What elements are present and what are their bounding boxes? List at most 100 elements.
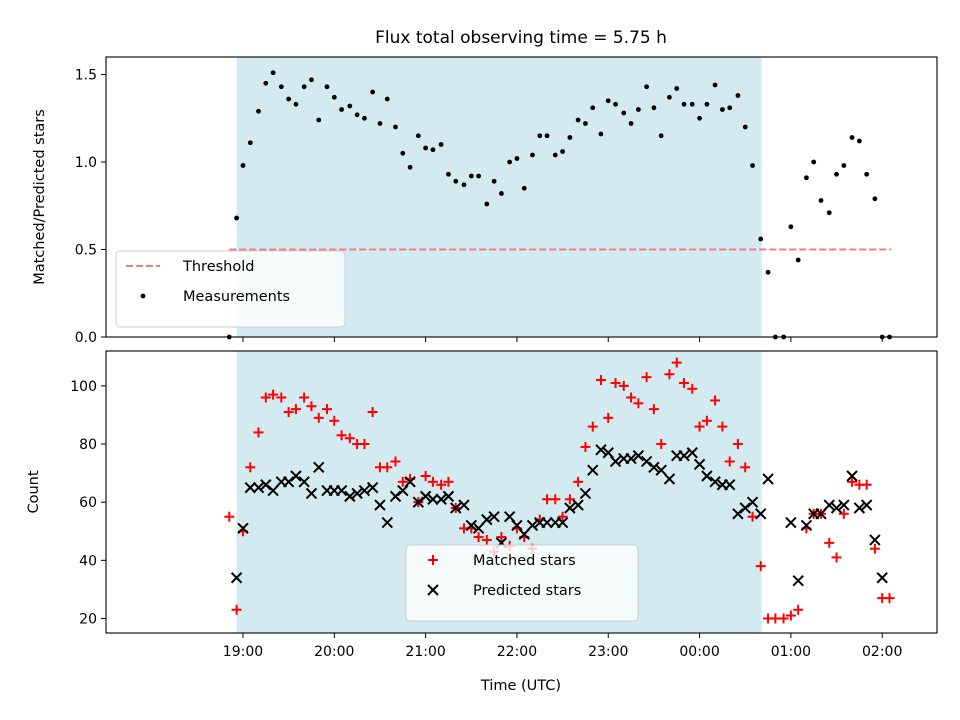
matched-star-point (268, 389, 279, 400)
measurement-point (331, 94, 337, 100)
measurement-point (651, 105, 657, 111)
measurement-point (309, 77, 314, 83)
predicted-star-point (472, 522, 485, 535)
measurement-point (575, 117, 581, 123)
predicted-star-point (305, 487, 318, 500)
matched-star-point (747, 511, 758, 522)
y-tick-label: 20 (79, 611, 97, 627)
predicted-star-point (298, 476, 310, 488)
predicted-star-point (625, 452, 637, 465)
predicted-star-point (853, 502, 866, 514)
chart-title: Flux total observing time = 5.75 h (375, 28, 667, 48)
predicted-star-point (488, 511, 500, 523)
measurement-point (415, 133, 421, 139)
measurement-point (461, 182, 467, 188)
matched-star-point (824, 537, 835, 548)
measurement-point (621, 110, 627, 116)
measurement-point (811, 159, 817, 165)
measurement-point (453, 178, 459, 184)
predicted-star-point (267, 484, 279, 497)
measurement-point (339, 107, 345, 112)
predicted-star-point (230, 572, 243, 584)
predicted-star-point (800, 519, 813, 532)
x-axis-label: Time (UTC) (480, 678, 561, 694)
predicted-star-point (762, 473, 774, 485)
matched-star-point (626, 392, 637, 403)
predicted-star-point (344, 490, 356, 503)
legend-label: Matched stars (473, 553, 576, 569)
matched-star-point (694, 421, 705, 432)
matched-star-point (299, 392, 310, 403)
measurement-point (354, 112, 360, 118)
legend-box (115, 250, 346, 328)
predicted-star-point (792, 574, 804, 587)
x-tick-label: 19:00 (223, 644, 263, 660)
x-tick-label: 01:00 (771, 644, 811, 660)
x-tick-label: 21:00 (405, 644, 445, 660)
measurement-point (804, 175, 809, 181)
measurement-point (400, 150, 406, 156)
measurement-point (552, 152, 558, 158)
measurement-point (720, 107, 725, 112)
matched-star-point (785, 610, 796, 621)
measurement-point (590, 105, 596, 111)
measurement-point (324, 84, 330, 90)
measurement-point (750, 163, 755, 168)
legend: Threshold Measurements (115, 250, 346, 328)
measurement-point (856, 138, 862, 144)
predicted-star-point (686, 447, 698, 459)
predicted-star-point (442, 490, 455, 503)
y-axis-label: Count (26, 470, 42, 513)
measurement-point (484, 201, 490, 207)
matched-star-point (359, 439, 370, 450)
predicted-star-point (313, 461, 325, 473)
matched-star-point (290, 404, 301, 415)
measurement-point (438, 142, 444, 147)
measurement-point (635, 107, 641, 112)
measurement-point (849, 135, 855, 140)
measurement-point (476, 173, 481, 179)
legend-plus-handle (428, 555, 438, 565)
predicted-star-point (609, 455, 622, 468)
measurement-point (278, 84, 284, 90)
measurement-point (795, 257, 801, 263)
predicted-star-point (823, 499, 835, 511)
y-tick-label: 0.5 (75, 243, 97, 259)
predicted-star-point (632, 449, 645, 462)
measurement-point (256, 108, 261, 114)
measurement-point (712, 82, 718, 88)
predicted-star-point (541, 516, 553, 529)
predicted-star-point (290, 470, 302, 482)
predicted-star-point (260, 479, 272, 491)
predicted-star-point (876, 572, 888, 584)
measurement-point (316, 117, 322, 123)
matched-star-point (648, 404, 659, 415)
measurement-point (628, 121, 634, 126)
predicted-star-point (860, 499, 873, 511)
matched-star-point (427, 476, 438, 487)
predicted-star-point (412, 496, 425, 508)
predicted-star-point (579, 487, 592, 500)
measurement-point (788, 224, 794, 230)
measurement-point (689, 101, 695, 107)
matched-star-point (550, 494, 561, 505)
predicted-star-point (404, 476, 416, 488)
legend-box (405, 544, 639, 622)
legend-label: Threshold (182, 259, 254, 275)
predicted-star-point (358, 484, 371, 497)
measurement-point (818, 198, 824, 203)
measurement-point (537, 133, 543, 139)
matched-star-point (740, 462, 751, 473)
predicted-star-point (640, 455, 653, 468)
matched-star-point (344, 433, 355, 444)
measurement-point (560, 149, 565, 154)
predicted-star-point (746, 496, 759, 508)
matched-star-point (687, 383, 698, 394)
matched-star-point (610, 377, 621, 388)
y-tick-label: 100 (70, 379, 97, 395)
matched-star-point (679, 377, 690, 388)
matched-star-point (397, 476, 408, 487)
measurement-point (430, 147, 436, 153)
y-tick-label: 40 (79, 553, 97, 569)
measurement-point (263, 80, 269, 86)
